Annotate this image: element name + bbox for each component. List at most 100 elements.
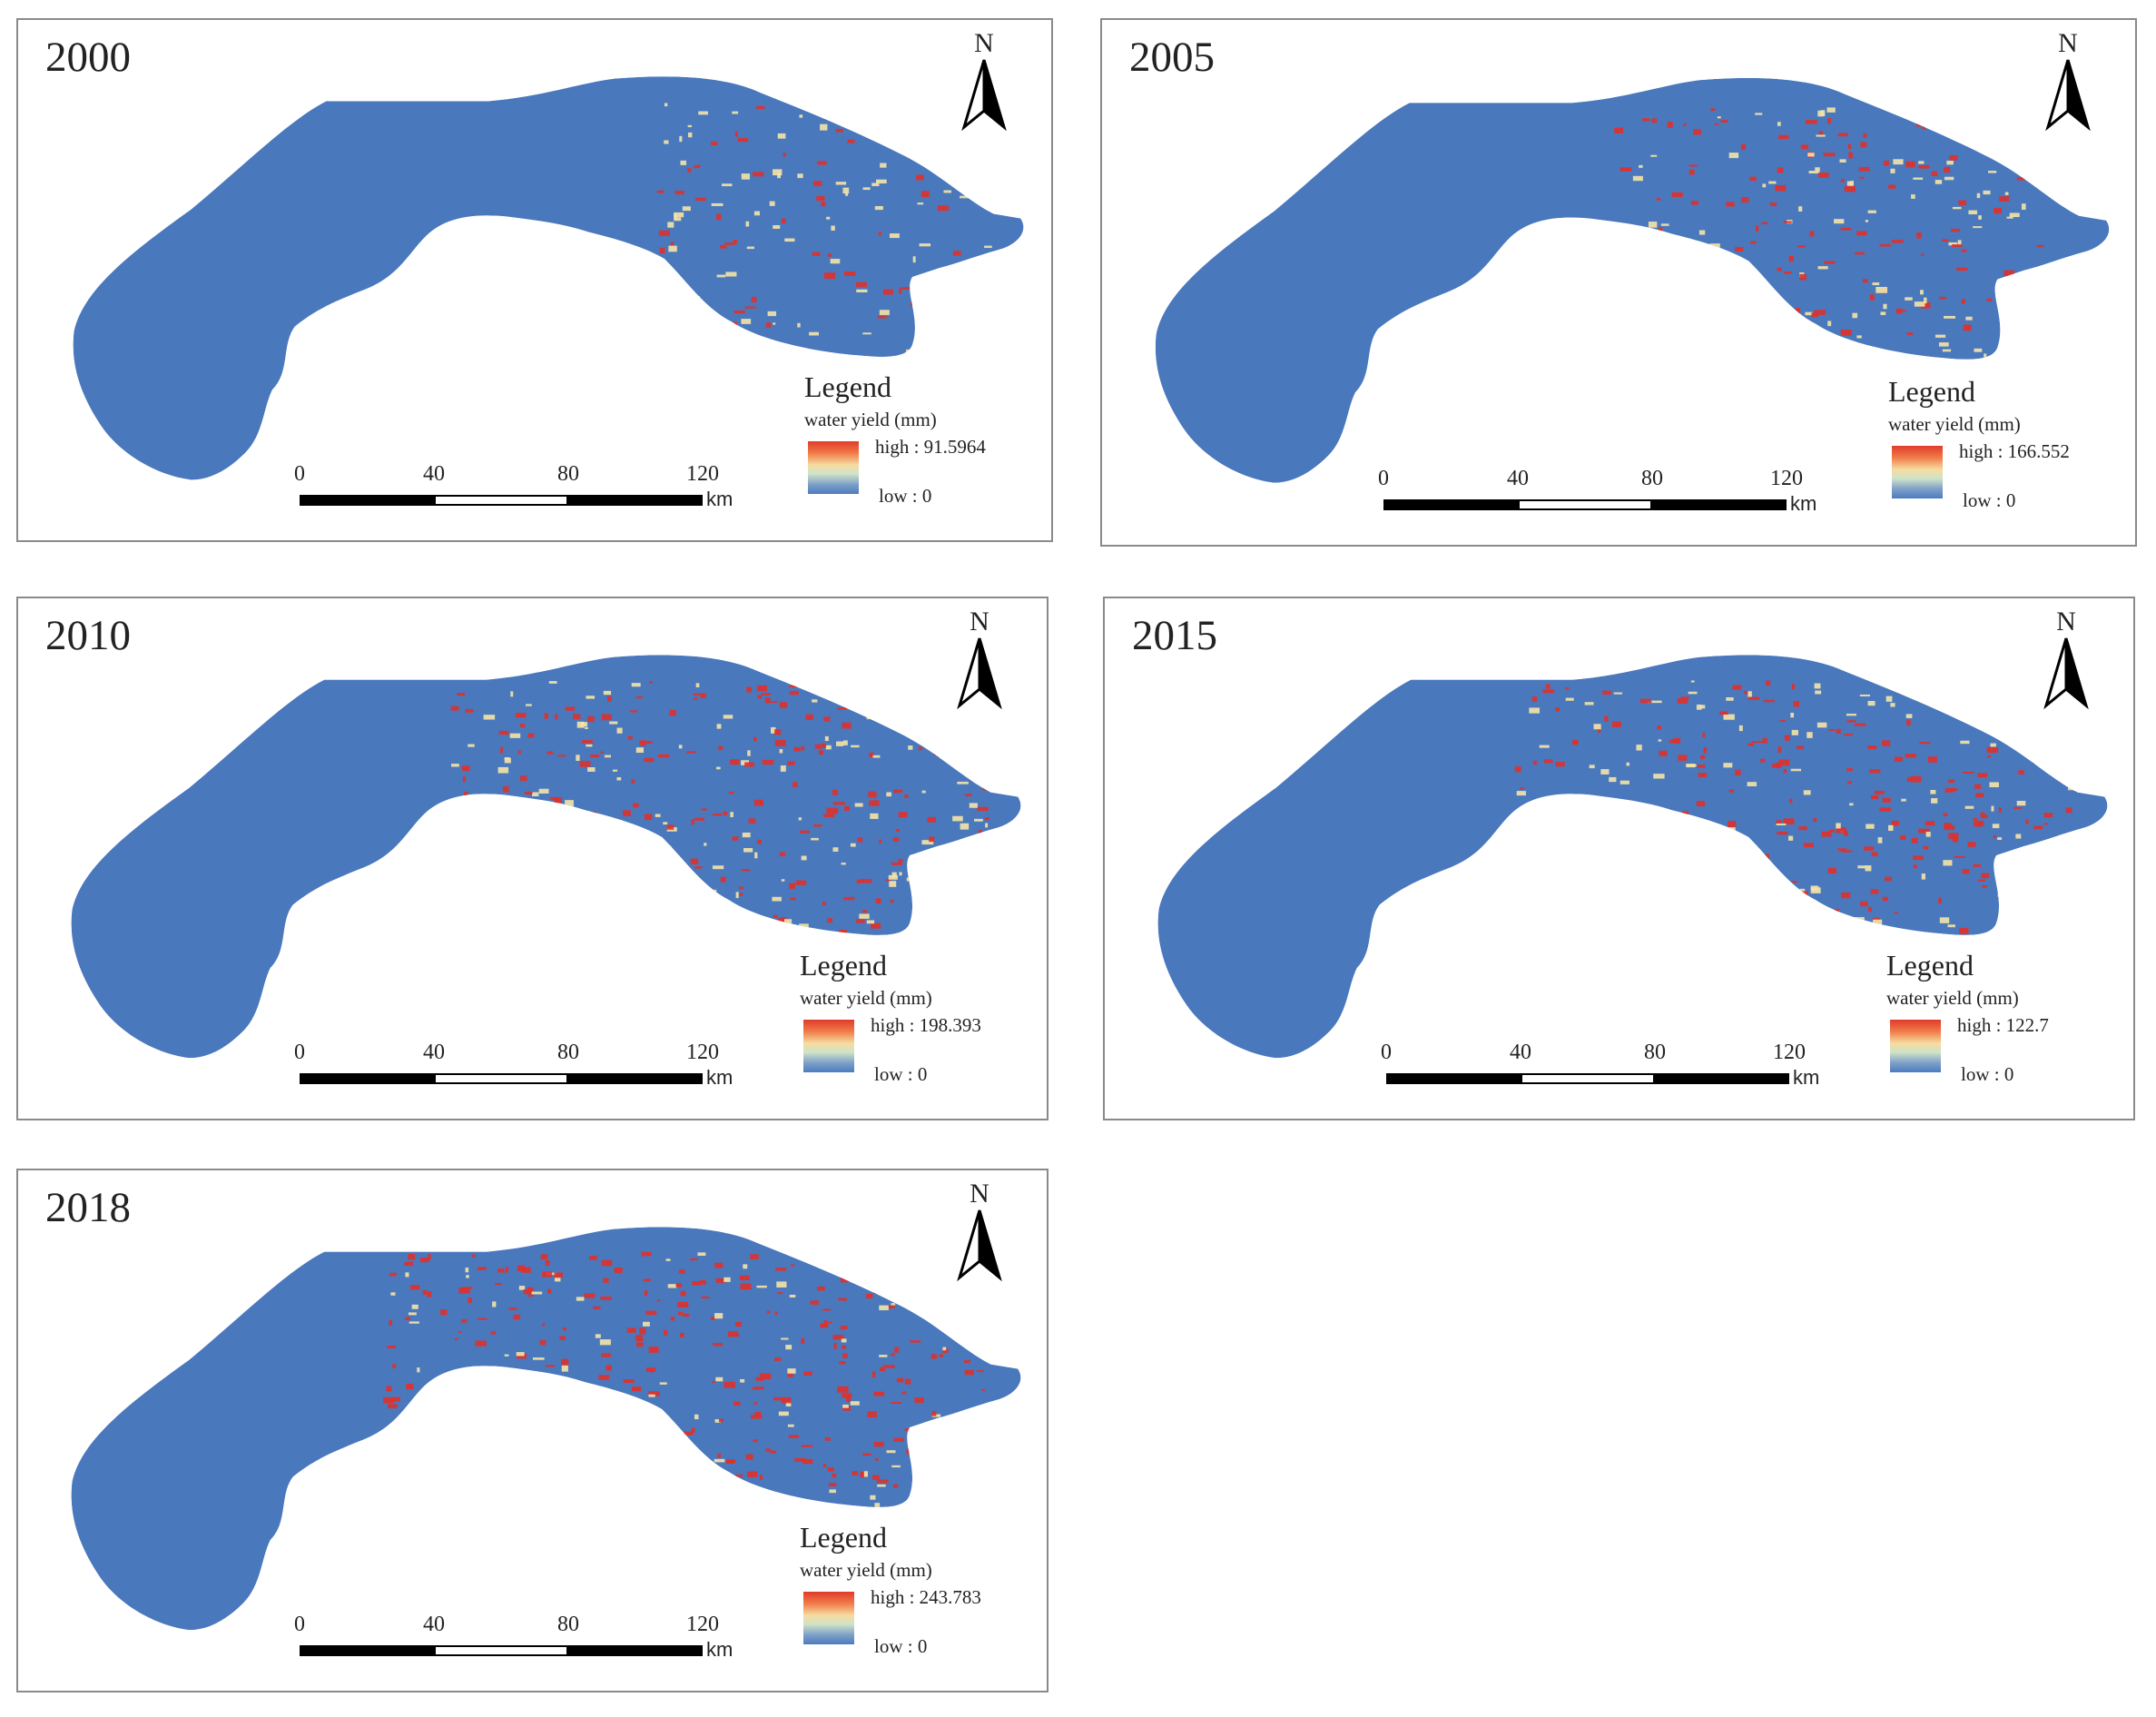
high-yield-patch [1949, 154, 1958, 161]
mid-yield-patch [769, 201, 775, 206]
high-yield-patch [677, 1301, 689, 1308]
mid-yield-patch [570, 878, 577, 885]
mid-yield-patch [877, 1484, 886, 1487]
high-yield-patch [500, 1455, 507, 1458]
mid-yield-patch [504, 757, 511, 764]
high-yield-patch [1809, 231, 1815, 237]
high-yield-patch [1670, 913, 1682, 916]
high-yield-patch [565, 706, 576, 711]
mid-yield-patch [1984, 353, 1987, 358]
high-yield-patch [1663, 267, 1671, 271]
north-arrow: N [957, 29, 1011, 135]
mid-yield-patch [2006, 216, 2013, 219]
high-yield-patch [573, 1409, 578, 1413]
high-yield-patch [934, 1442, 942, 1446]
high-yield-patch [1891, 820, 1899, 826]
high-yield-patch [507, 1496, 518, 1499]
mid-yield-patch [899, 872, 902, 876]
high-yield-patch [1700, 755, 1706, 759]
high-yield-patch [1911, 837, 1918, 844]
high-yield-patch [964, 1369, 975, 1376]
high-yield-patch [739, 893, 743, 896]
high-yield-patch [387, 1498, 399, 1503]
high-yield-patch [1882, 896, 1888, 902]
high-yield-patch [877, 316, 888, 319]
high-yield-patch [1604, 327, 1612, 330]
mid-yield-patch [1816, 134, 1826, 137]
mid-yield-patch [2026, 929, 2032, 934]
mid-yield-patch [747, 750, 751, 756]
high-yield-patch [1801, 915, 1814, 920]
high-yield-patch [752, 172, 764, 177]
high-yield-patch [732, 836, 739, 841]
mid-yield-patch [1766, 889, 1771, 894]
high-yield-patch [733, 240, 738, 244]
mid-yield-patch [576, 1297, 585, 1301]
high-yield-patch [1855, 252, 1866, 255]
high-yield-patch [1633, 814, 1638, 818]
mid-yield-patch [674, 213, 677, 221]
high-yield-patch [1735, 246, 1744, 252]
mid-yield-patch [625, 847, 635, 853]
high-yield-patch [1646, 345, 1657, 351]
mid-yield-patch [1691, 883, 1698, 887]
high-yield-patch [600, 751, 604, 754]
high-yield-patch [629, 1456, 637, 1463]
high-yield-patch [497, 1268, 505, 1273]
high-yield-patch [670, 1317, 675, 1321]
high-yield-patch [1959, 927, 1969, 934]
high-yield-patch [561, 1358, 569, 1366]
high-yield-patch [1607, 807, 1618, 814]
mid-yield-patch [527, 1399, 539, 1403]
mid-yield-patch [1859, 694, 1871, 697]
high-yield-patch [404, 1317, 410, 1321]
mid-yield-patch [942, 1347, 947, 1351]
high-yield-patch [1624, 833, 1635, 837]
high-yield-patch [1860, 142, 1867, 148]
mid-yield-patch [886, 792, 891, 797]
mid-yield-patch [735, 892, 739, 899]
high-yield-patch [723, 811, 727, 815]
mid-yield-patch [2047, 766, 2053, 771]
north-arrow-icon [957, 637, 1002, 710]
mid-yield-patch [730, 812, 733, 817]
high-yield-patch [1862, 279, 1868, 283]
mid-yield-patch [712, 865, 724, 870]
mid-yield-patch [977, 767, 985, 772]
mid-yield-patch [870, 813, 879, 819]
high-yield-patch [879, 839, 882, 844]
mid-yield-patch [1997, 893, 2002, 897]
high-yield-patch [590, 755, 600, 758]
high-yield-patch [2003, 712, 2013, 718]
high-yield-patch [506, 833, 517, 837]
high-yield-patch [728, 791, 734, 794]
mid-yield-patch [787, 1424, 794, 1427]
mid-yield-patch [1593, 724, 1601, 730]
high-yield-patch [669, 709, 676, 716]
high-yield-patch [1675, 871, 1688, 878]
mid-yield-patch [465, 1268, 469, 1273]
mid-yield-patch [1875, 286, 1888, 293]
scale-unit: km [1790, 492, 1817, 515]
scale-tick-120: 120 [1773, 1041, 1806, 1064]
legend-color-ramp [1892, 446, 1943, 498]
high-yield-patch [1675, 822, 1679, 826]
high-yield-patch [875, 898, 881, 904]
high-yield-patch [1931, 171, 1938, 177]
mid-yield-patch [1648, 222, 1658, 228]
legend-high: high : 243.783 [871, 1586, 981, 1608]
mid-yield-patch [882, 128, 891, 131]
high-yield-patch [928, 682, 940, 685]
high-yield-patch [835, 128, 843, 133]
high-yield-patch [881, 715, 892, 721]
scale-tick-80: 80 [1641, 467, 1663, 490]
high-yield-patch [598, 1480, 606, 1485]
high-yield-patch [1927, 756, 1937, 763]
high-yield-patch [1555, 762, 1565, 767]
high-yield-patch [408, 1254, 416, 1260]
mid-yield-patch [842, 740, 848, 745]
high-yield-patch [740, 1283, 752, 1290]
legend: Legend water yield (mm) high : 122.7 low… [1886, 949, 2113, 1099]
mid-yield-patch [972, 287, 983, 291]
high-yield-patch [690, 858, 699, 864]
